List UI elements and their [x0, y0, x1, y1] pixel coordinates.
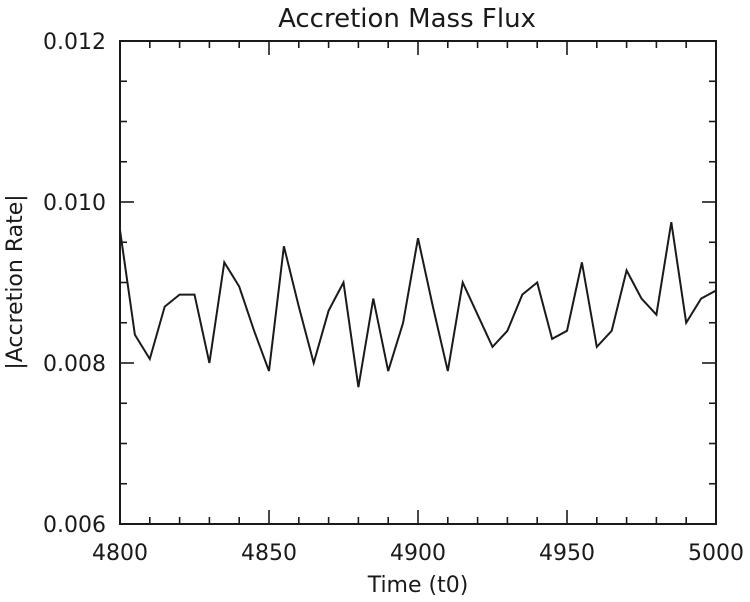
y-axis-label: |Accretion Rate|	[3, 194, 28, 369]
axes: 4800 4850 4900 4950 5000 0.006 0.008 0.010 0.012	[43, 30, 744, 566]
accretion-rate-line	[119, 221, 717, 388]
x-tick-label: 4900	[390, 541, 446, 566]
chart-title: Accretion Mass Flux	[278, 4, 536, 34]
y-tick-label: 0.006	[43, 513, 106, 538]
x-tick-label: 5000	[688, 541, 744, 566]
y-tick-label: 0.012	[43, 30, 106, 55]
x-axis-label: Time (t0)	[367, 573, 469, 598]
x-tick-label: 4800	[92, 541, 148, 566]
y-tick-label: 0.008	[43, 352, 106, 377]
plot-frame	[119, 40, 717, 525]
x-tick-label: 4850	[241, 541, 297, 566]
y-tick-label: 0.010	[43, 191, 106, 216]
x-tick-label: 4950	[539, 541, 595, 566]
